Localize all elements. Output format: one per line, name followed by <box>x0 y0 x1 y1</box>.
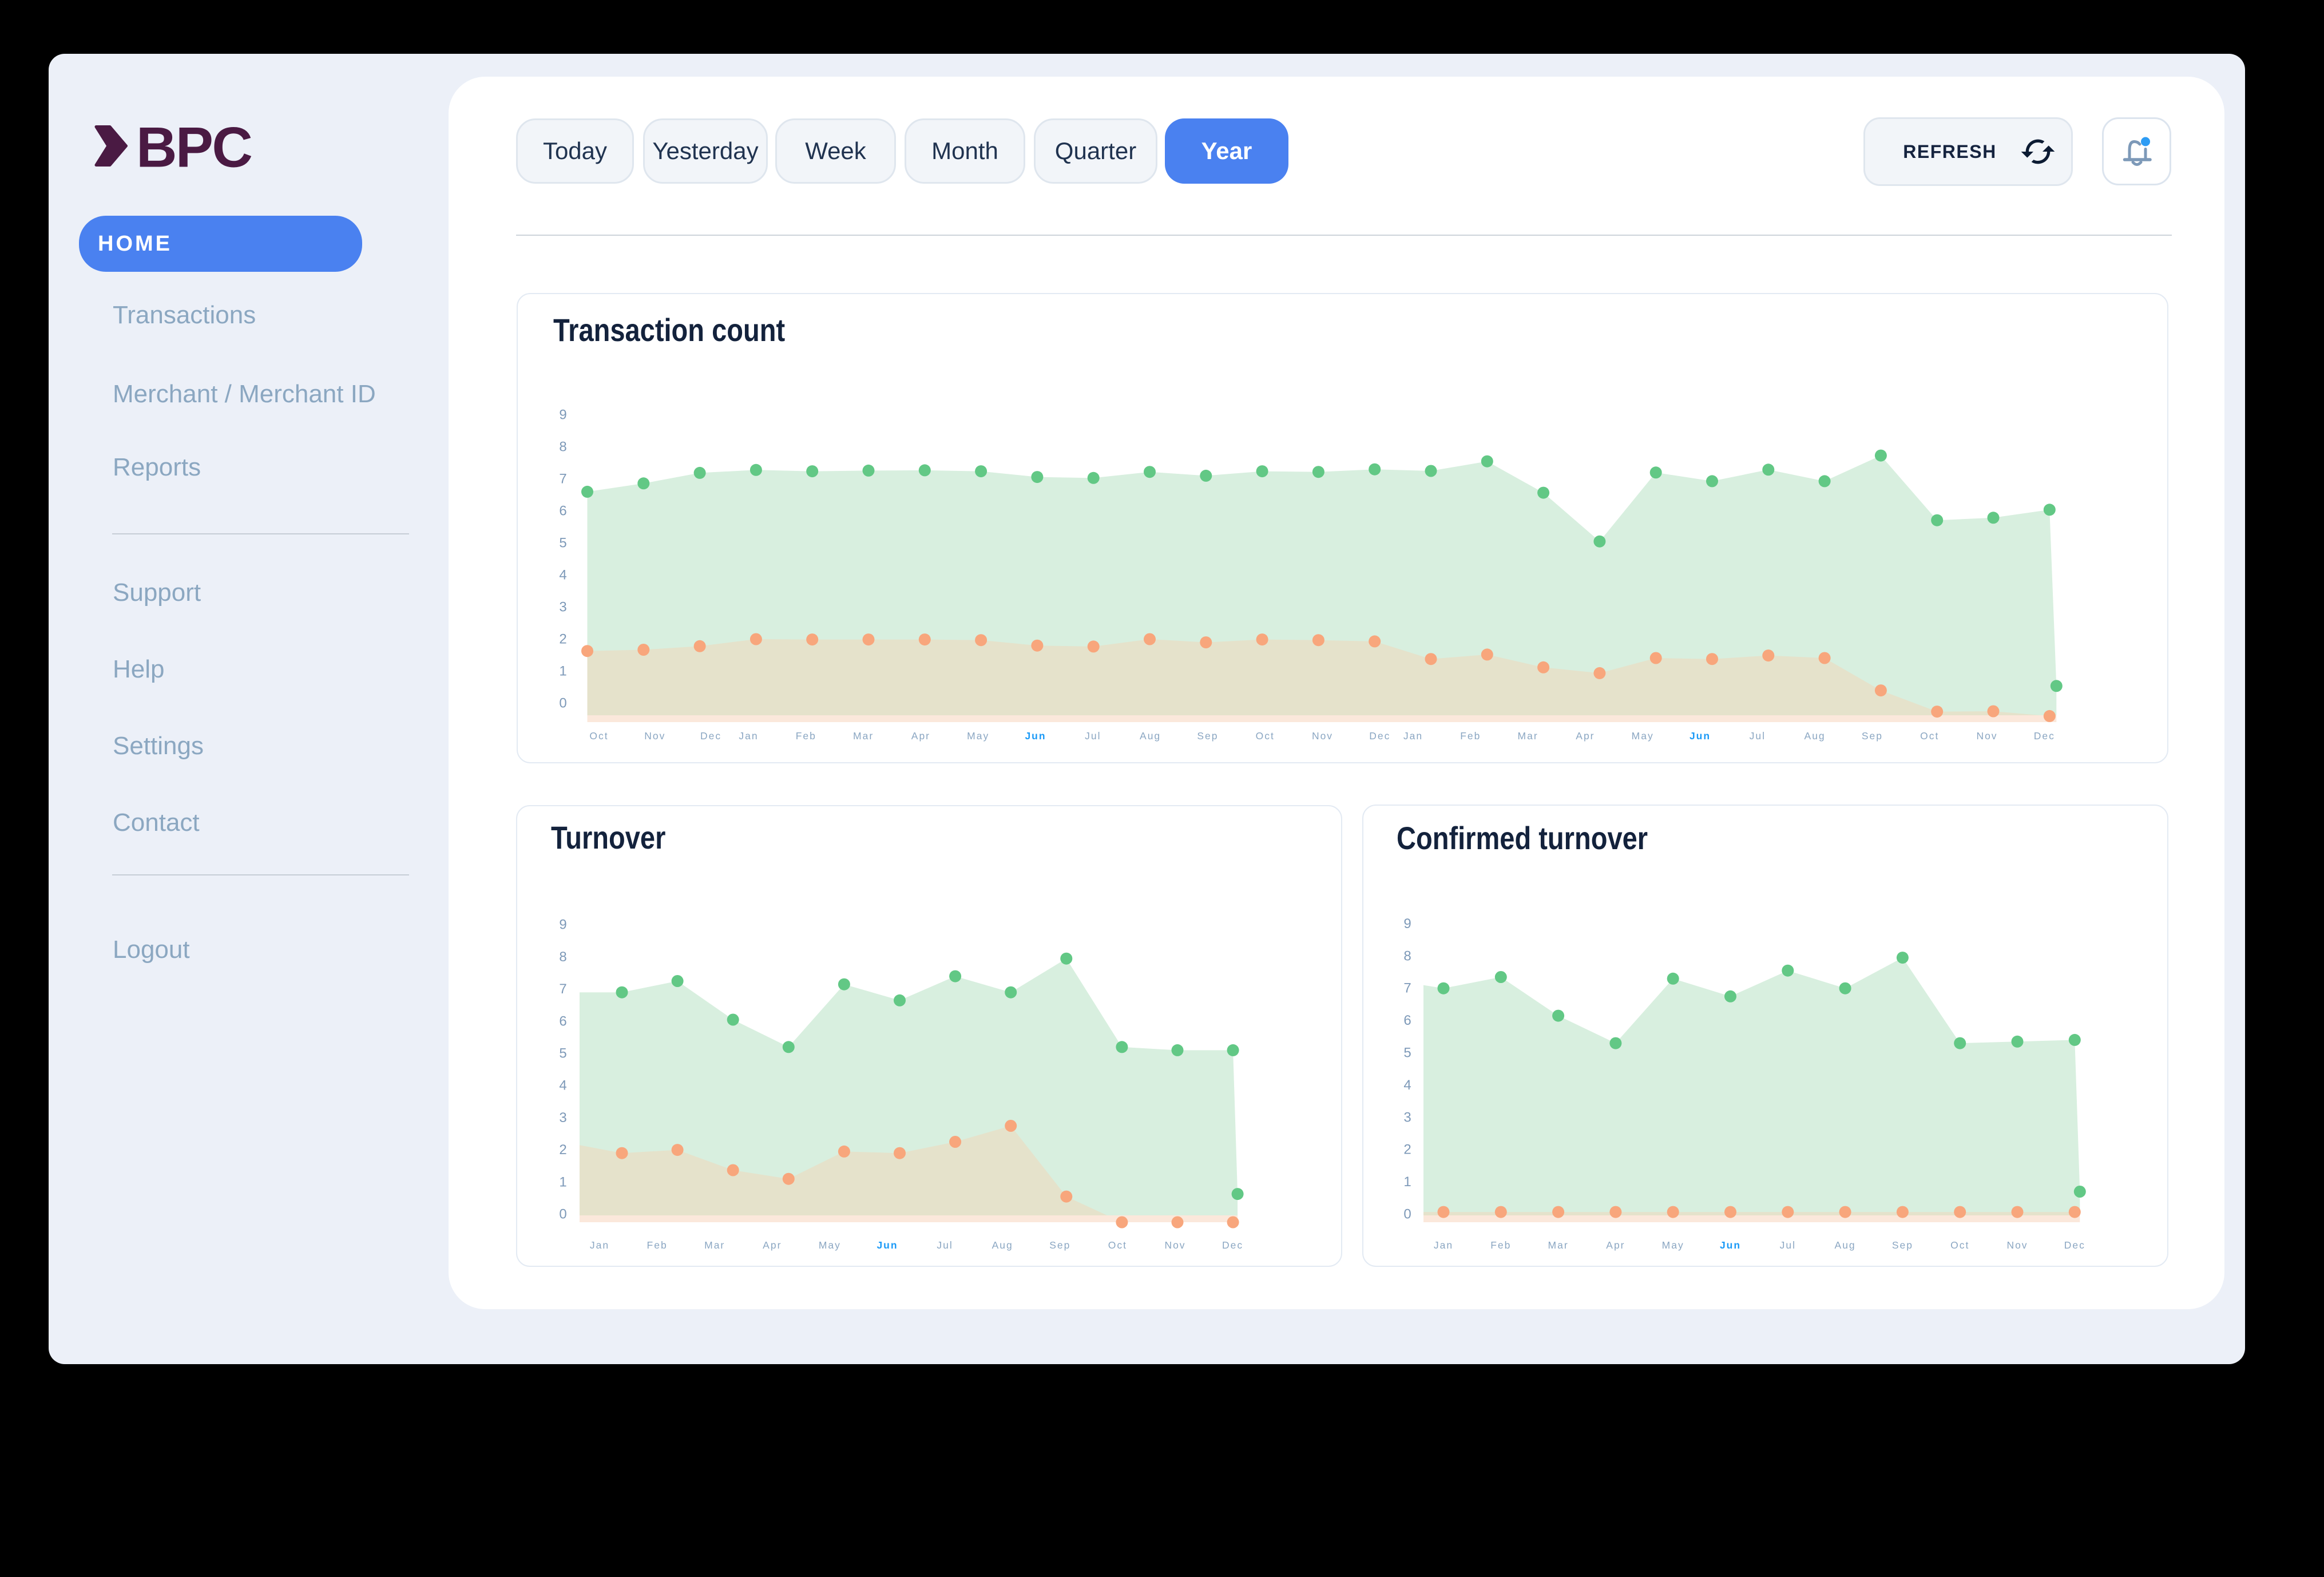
svg-text:Dec: Dec <box>1369 730 1390 742</box>
svg-text:Jun: Jun <box>877 1239 898 1251</box>
svg-text:Jan: Jan <box>590 1239 609 1251</box>
svg-text:Nov: Nov <box>1164 1239 1185 1251</box>
svg-text:0: 0 <box>559 696 566 711</box>
svg-text:Jan: Jan <box>1434 1239 1453 1251</box>
svg-text:Apr: Apr <box>763 1239 782 1251</box>
svg-text:0: 0 <box>559 1207 566 1222</box>
svg-text:Oct: Oct <box>1108 1239 1127 1251</box>
svg-text:0: 0 <box>1403 1207 1411 1222</box>
svg-text:2: 2 <box>559 1142 566 1158</box>
svg-text:Dec: Dec <box>700 730 721 742</box>
svg-text:Dec: Dec <box>2064 1239 2085 1251</box>
svg-text:Aug: Aug <box>1835 1239 1856 1251</box>
svg-text:8: 8 <box>1403 948 1411 964</box>
svg-text:Dec: Dec <box>2034 730 2055 742</box>
svg-text:May: May <box>819 1239 841 1251</box>
svg-text:Jan: Jan <box>739 730 758 742</box>
svg-text:Mar: Mar <box>853 730 874 742</box>
svg-text:Sep: Sep <box>1862 730 1883 742</box>
svg-text:5: 5 <box>559 1046 566 1061</box>
svg-text:Jun: Jun <box>1690 730 1711 742</box>
svg-text:Sep: Sep <box>1197 730 1218 742</box>
svg-text:Oct: Oct <box>1256 730 1275 742</box>
svg-text:Nov: Nov <box>1976 730 1997 742</box>
svg-text:Nov: Nov <box>2006 1239 2028 1251</box>
svg-text:9: 9 <box>559 917 566 933</box>
svg-text:Oct: Oct <box>589 730 608 742</box>
svg-text:5: 5 <box>1403 1045 1411 1061</box>
svg-text:Nov: Nov <box>1312 730 1333 742</box>
svg-text:7: 7 <box>559 981 566 997</box>
svg-text:Apr: Apr <box>1606 1239 1625 1251</box>
svg-text:1: 1 <box>1403 1174 1411 1190</box>
svg-text:4: 4 <box>559 1078 566 1093</box>
svg-text:Oct: Oct <box>1950 1239 1969 1251</box>
svg-text:Jun: Jun <box>1025 730 1046 742</box>
svg-text:6: 6 <box>1403 1013 1411 1028</box>
svg-text:Jul: Jul <box>1750 730 1766 742</box>
svg-text:7: 7 <box>559 471 566 487</box>
svg-text:May: May <box>1662 1239 1684 1251</box>
svg-text:6: 6 <box>559 1013 566 1029</box>
svg-text:Oct: Oct <box>1920 730 1939 742</box>
svg-text:6: 6 <box>559 504 566 519</box>
svg-text:3: 3 <box>1403 1110 1411 1125</box>
svg-text:2: 2 <box>1403 1142 1411 1158</box>
svg-text:Mar: Mar <box>704 1239 725 1251</box>
svg-text:4: 4 <box>1403 1077 1411 1093</box>
svg-text:3: 3 <box>559 600 566 615</box>
svg-text:Aug: Aug <box>992 1239 1013 1251</box>
svg-text:Feb: Feb <box>647 1239 668 1251</box>
svg-text:Jul: Jul <box>937 1239 953 1251</box>
svg-text:Dec: Dec <box>1222 1239 1243 1251</box>
svg-text:8: 8 <box>559 949 566 965</box>
svg-text:Jun: Jun <box>1720 1239 1741 1251</box>
svg-text:Sep: Sep <box>1049 1239 1070 1251</box>
svg-text:Aug: Aug <box>1140 730 1161 742</box>
svg-text:May: May <box>967 730 989 742</box>
svg-text:2: 2 <box>559 632 566 647</box>
svg-text:1: 1 <box>559 664 566 679</box>
svg-text:Jul: Jul <box>1780 1239 1796 1251</box>
svg-text:Apr: Apr <box>911 730 930 742</box>
svg-text:BPC: BPC <box>136 123 251 178</box>
svg-text:Mar: Mar <box>1518 730 1538 742</box>
svg-text:Apr: Apr <box>1576 730 1595 742</box>
svg-text:Jan: Jan <box>1403 730 1423 742</box>
svg-text:Feb: Feb <box>796 730 816 742</box>
svg-text:7: 7 <box>1403 981 1411 996</box>
svg-text:3: 3 <box>559 1110 566 1126</box>
svg-text:9: 9 <box>559 407 566 423</box>
svg-text:Mar: Mar <box>1548 1239 1569 1251</box>
svg-text:4: 4 <box>559 568 566 583</box>
svg-text:Nov: Nov <box>644 730 665 742</box>
svg-text:Feb: Feb <box>1490 1239 1511 1251</box>
svg-text:Jul: Jul <box>1085 730 1101 742</box>
svg-text:Feb: Feb <box>1460 730 1481 742</box>
svg-text:1: 1 <box>559 1174 566 1190</box>
svg-text:Sep: Sep <box>1892 1239 1913 1251</box>
svg-text:9: 9 <box>1403 916 1411 932</box>
svg-text:8: 8 <box>559 439 566 455</box>
svg-text:5: 5 <box>559 536 566 551</box>
svg-text:May: May <box>1632 730 1654 742</box>
svg-text:Aug: Aug <box>1805 730 1826 742</box>
